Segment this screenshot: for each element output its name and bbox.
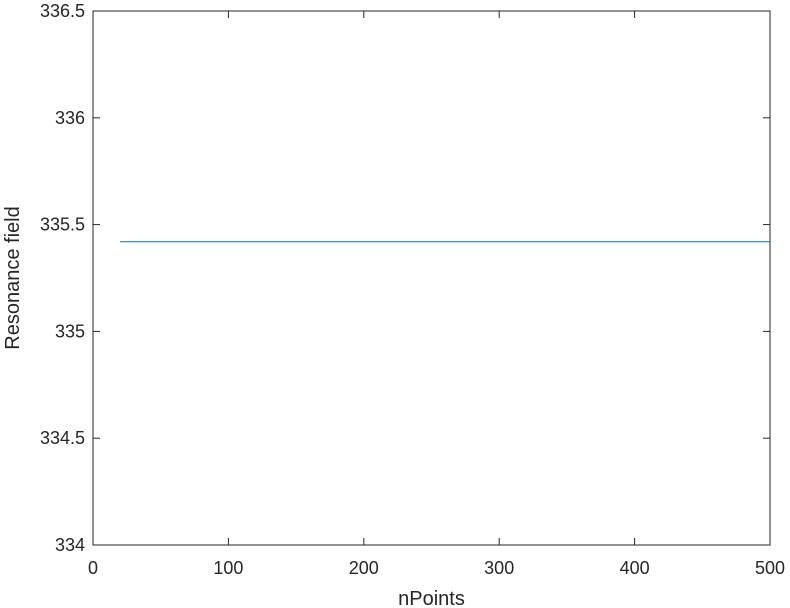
x-tick-label: 300 — [484, 558, 514, 578]
y-tick-label: 336.5 — [40, 1, 85, 21]
x-tick-label: 400 — [620, 558, 650, 578]
x-tick-label: 100 — [213, 558, 243, 578]
ticks-layer: 0 100 200 300 400 500 334 334.5 335 335.5 336 336.5 — [40, 1, 785, 578]
y-tick-label: 335.5 — [40, 215, 85, 235]
y-tick-label: 334.5 — [40, 428, 85, 448]
y-axis-label: Resonance field — [2, 206, 24, 349]
y-tick-label: 335 — [55, 321, 85, 341]
x-tick-label: 200 — [349, 558, 379, 578]
y-tick-label: 334 — [55, 535, 85, 555]
plot-area — [92, 10, 771, 546]
y-tick-label: 336 — [55, 108, 85, 128]
x-tick-label: 0 — [88, 558, 98, 578]
x-tick-label: 500 — [755, 558, 785, 578]
x-axis-label: nPoints — [398, 588, 465, 608]
